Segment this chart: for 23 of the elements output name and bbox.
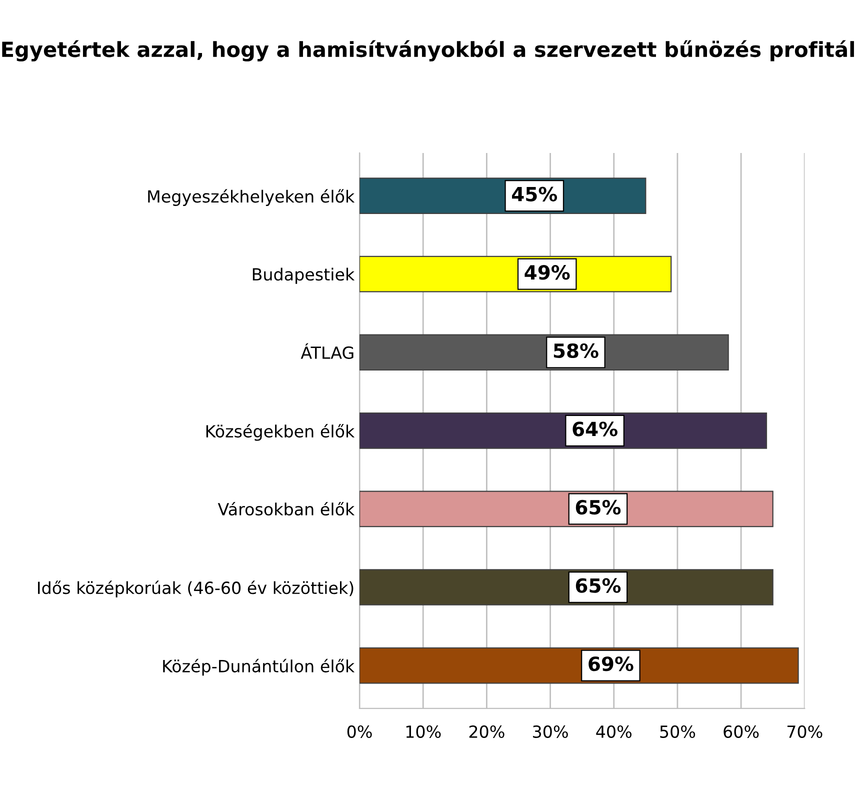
data-label: 45%	[512, 186, 558, 202]
y-tick-label: Közép-Dunántúlon élők	[163, 658, 355, 676]
x-tick-label: 30%	[533, 725, 568, 738]
y-tick-label: Városokban élők	[218, 502, 355, 516]
chart-title: Egyetértek azzal, hogy a hamisítványokból a szervezett bűnözés profitál	[2, 40, 854, 62]
data-label: 65%	[576, 500, 621, 515]
y-tick-label: ÁTLAG	[300, 343, 354, 359]
y-tick-label: Megyeszékhelyeken élők	[148, 189, 355, 206]
x-tick-label: 0%	[347, 725, 372, 738]
data-label: 69%	[588, 656, 634, 672]
y-tick-label: Idős középkorúak (46-60 év közöttiek)	[38, 580, 354, 598]
x-tick-label: 10%	[406, 725, 441, 738]
y-tick-label: Községekben élők	[206, 424, 355, 441]
x-tick-label: 60%	[724, 725, 759, 738]
data-label: 64%	[572, 422, 618, 436]
x-tick-label: 40%	[596, 725, 632, 738]
data-label: 58%	[554, 343, 598, 358]
data-label: 65%	[576, 578, 621, 593]
data-label: 49%	[524, 265, 570, 280]
y-tick-label: Budapestiek	[252, 268, 355, 284]
x-tick-label: 20%	[469, 725, 504, 738]
x-tick-label: 50%	[660, 725, 696, 738]
x-tick-label: 70%	[787, 725, 822, 738]
